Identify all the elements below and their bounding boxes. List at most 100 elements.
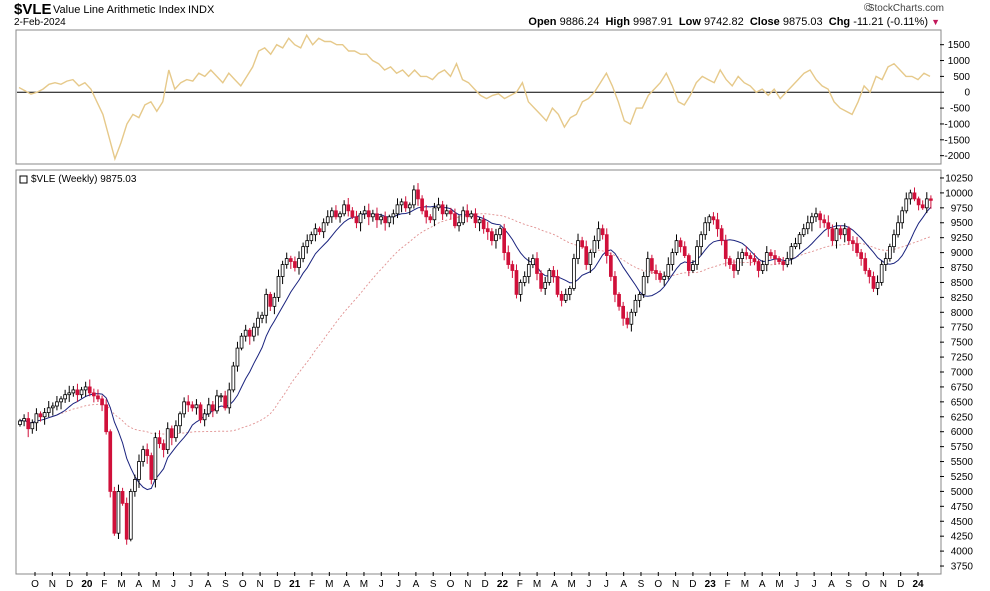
candle-down (424, 210, 429, 218)
candle-up (900, 210, 905, 224)
candle-down (658, 273, 662, 280)
candle-down (826, 222, 831, 230)
candle-down (818, 213, 822, 221)
candle-down (929, 198, 933, 201)
candle-up (457, 222, 461, 227)
candle-up (576, 240, 580, 259)
candle-down (490, 231, 494, 242)
candle-up (174, 425, 178, 439)
candle-down (247, 329, 252, 337)
candle-down (871, 276, 876, 289)
candlesticks (18, 183, 933, 545)
candle-up (116, 491, 121, 534)
candle-down (350, 210, 355, 218)
candle-down (838, 228, 843, 236)
price-tick-label: 6750 (951, 382, 974, 393)
candle-up (707, 216, 712, 224)
candle-down (366, 210, 371, 218)
candle-down (744, 252, 749, 256)
x-tick-label: J (604, 579, 609, 590)
x-tick-label: D (897, 579, 904, 590)
candle-up (567, 288, 572, 295)
candle-down (769, 252, 773, 256)
candle-up (842, 228, 847, 236)
candle-up (18, 420, 22, 425)
candle-down (420, 198, 424, 212)
candle-down (453, 213, 457, 227)
candle-up (50, 405, 55, 409)
price-tick-label: 5000 (951, 487, 974, 498)
candle-down (756, 261, 761, 271)
candle-up (662, 276, 667, 280)
candle-down (728, 258, 732, 265)
candle-down (777, 258, 781, 262)
indicator-y-axis: 1500 1000 500 0 -500 -1000 -1500 -2000 (940, 40, 970, 162)
candle-up (498, 228, 502, 236)
candle-up (321, 222, 326, 233)
candle-up (547, 270, 552, 283)
price-tick-label: 9250 (951, 233, 974, 244)
candle-down (375, 213, 379, 221)
candle-up (272, 296, 277, 307)
open-value: 9886.24 (559, 16, 600, 28)
x-tick-label: D (274, 579, 281, 590)
candle-down (100, 398, 104, 406)
candle-up (194, 404, 199, 409)
candle-down (822, 219, 827, 224)
candle-up (810, 216, 814, 224)
x-tick-label: A (551, 579, 558, 590)
candle-down (855, 243, 859, 253)
x-tick-label: N (256, 579, 263, 590)
open-label: Open (528, 16, 557, 28)
candle-down (863, 258, 868, 271)
x-tick-label: O (31, 579, 39, 590)
candle-down (711, 216, 716, 221)
candle-down (752, 258, 757, 262)
candle-up (699, 234, 703, 248)
candle-up (260, 314, 264, 319)
candle-down (481, 219, 486, 230)
x-tick-label: N (672, 579, 679, 590)
high-label: High (605, 16, 630, 28)
x-tick-label: A (759, 579, 766, 590)
candle-up (633, 299, 638, 313)
price-tick-label: 8500 (951, 278, 974, 289)
candle-up (371, 213, 375, 218)
x-tick-label: F (309, 579, 315, 590)
candle-down (617, 293, 621, 307)
candle-up (206, 404, 211, 415)
candle-down (169, 428, 174, 439)
candle-up (814, 213, 818, 218)
price-tick-label: 10000 (945, 188, 973, 199)
candle-down (748, 255, 753, 259)
candle-up (252, 326, 256, 337)
low-value: 9742.82 (703, 16, 744, 28)
candle-down (108, 431, 113, 492)
close-label: Close (749, 16, 780, 28)
candle-up (695, 246, 699, 265)
candle-up (284, 258, 289, 265)
candle-up (34, 413, 39, 424)
candle-down (346, 204, 351, 212)
candle-up (235, 347, 240, 367)
candle-up (793, 243, 798, 248)
candle-up (543, 282, 548, 289)
x-tick-label: F (101, 579, 107, 590)
candle-down (600, 228, 605, 236)
candle-up (641, 276, 646, 295)
candle-down (510, 264, 515, 271)
exchange: INDX (188, 4, 215, 16)
candle-down (416, 189, 420, 200)
candle-up (63, 394, 67, 400)
x-tick-label: 20 (81, 579, 93, 590)
x-tick-label: M (117, 579, 125, 590)
x-tick-label: O (239, 579, 247, 590)
candle-up (740, 252, 744, 259)
candle-up (637, 293, 642, 301)
candle-up (592, 240, 597, 253)
price-tick-label: 7750 (951, 323, 974, 334)
candle-up (133, 479, 137, 492)
x-tick-label: S (638, 579, 645, 590)
candle-up (325, 216, 330, 224)
